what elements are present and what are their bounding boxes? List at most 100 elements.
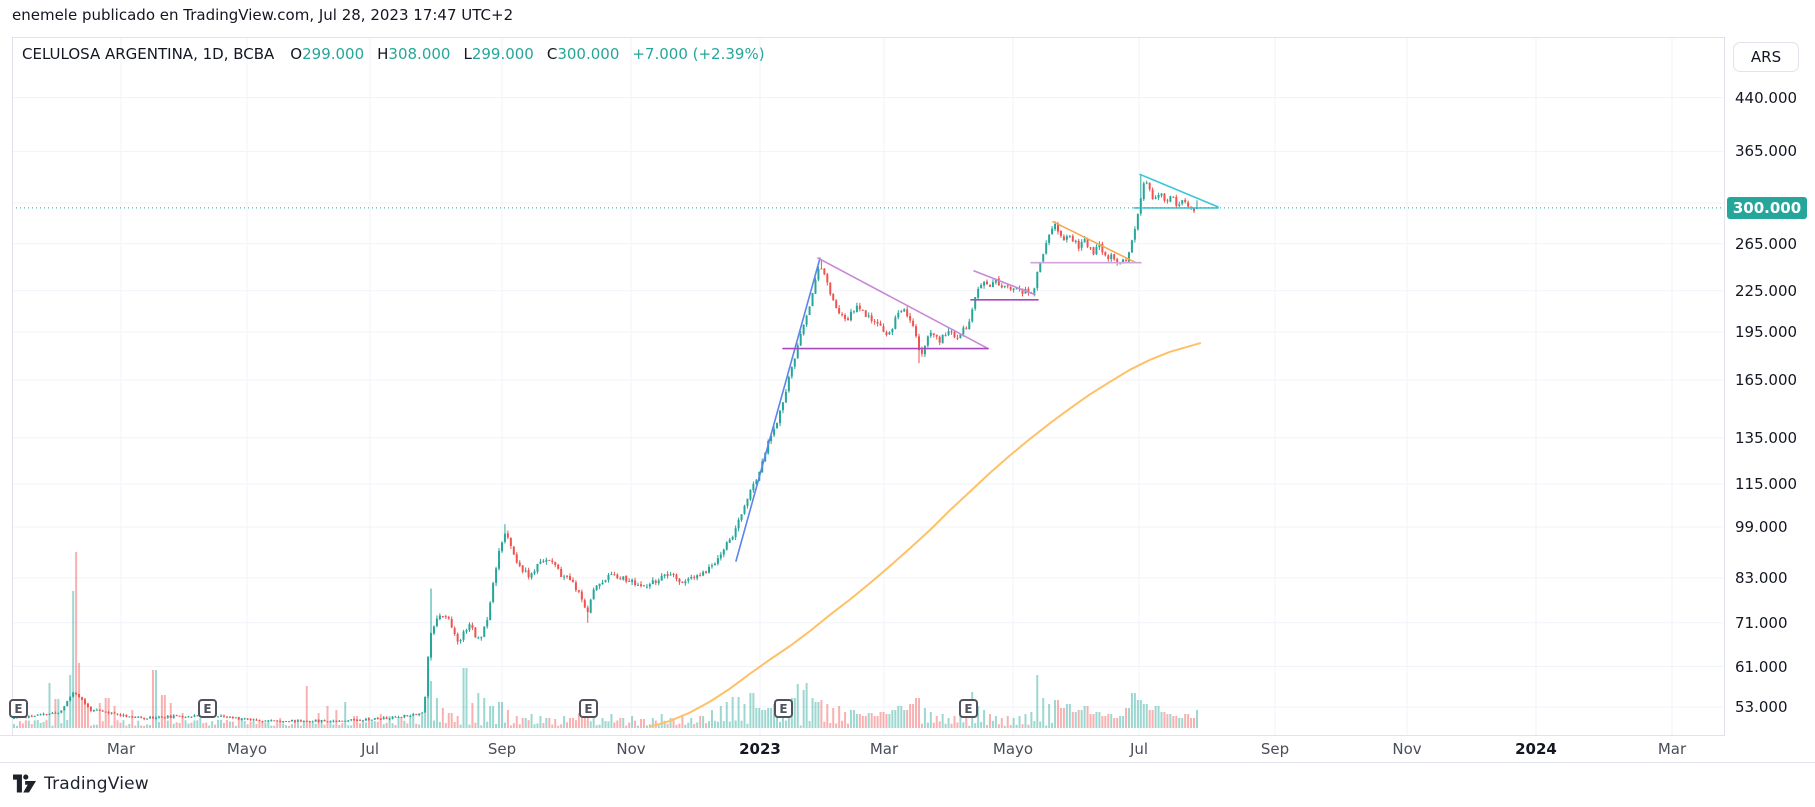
volume-bar (631, 716, 634, 728)
price-tick-label: 53.000 (1735, 698, 1788, 716)
volume-bar (894, 710, 897, 728)
volume-bar (66, 720, 69, 728)
volume-bar (817, 702, 820, 728)
candle-body (802, 324, 805, 335)
candle-body (356, 720, 359, 721)
candle-body (54, 712, 57, 714)
candle-body (134, 717, 137, 718)
candle-body (48, 713, 51, 715)
earnings-marker[interactable]: E (198, 699, 217, 718)
candle-body (249, 718, 252, 721)
candle-body (542, 561, 545, 563)
volume-bar (710, 710, 713, 728)
candle-body (551, 560, 554, 562)
earnings-marker[interactable]: E (579, 699, 598, 718)
candle-body (1113, 254, 1116, 260)
candle-body (359, 720, 362, 722)
volume-bar (462, 668, 465, 728)
candle-body (181, 716, 184, 718)
volume-bar (421, 714, 424, 728)
volume-bar (137, 720, 140, 728)
volume-bar (713, 720, 716, 728)
volume-bar (143, 725, 146, 728)
candle-body (690, 576, 693, 579)
volume-bar (915, 698, 918, 728)
candle-body (276, 720, 279, 722)
volume-bar (725, 702, 728, 728)
candle-body (728, 539, 731, 543)
volume-bar (634, 720, 637, 728)
candle-body (876, 321, 879, 324)
candle-body (684, 581, 687, 584)
volume-bar (125, 725, 128, 728)
candle-body (1169, 196, 1172, 202)
time-tick-label: Mar (869, 740, 899, 758)
tradingview-logo[interactable]: TradingView (13, 773, 149, 794)
candle-body (187, 716, 190, 718)
volume-bar (566, 722, 569, 728)
volume-bar (781, 708, 784, 728)
earnings-marker[interactable]: E (959, 699, 978, 718)
candle-body (421, 712, 424, 714)
volume-bar (637, 725, 640, 728)
candle-body (604, 580, 607, 582)
volume-bar (311, 722, 314, 728)
candle-body (39, 714, 42, 716)
candle-body (787, 376, 790, 392)
volume-bar (918, 698, 920, 728)
candle-body (740, 514, 743, 520)
candle-body (515, 554, 518, 563)
candle-body (119, 714, 122, 716)
candle-body (57, 712, 60, 714)
currency-button[interactable]: ARS (1733, 42, 1799, 72)
candle-body (867, 315, 870, 317)
volume-bar (18, 721, 21, 728)
volume-bar (829, 723, 832, 728)
volume-bar (83, 698, 86, 728)
candle-body (1127, 252, 1130, 262)
candle-body (113, 712, 116, 714)
price-tick-label: 83.000 (1735, 569, 1788, 587)
candle-body (920, 349, 923, 354)
volume-bar (113, 706, 116, 728)
candle-body (1148, 182, 1151, 190)
volume-bar (293, 721, 296, 728)
volume-bar (149, 725, 152, 728)
candle-body (1077, 240, 1080, 249)
volume-bar (24, 720, 27, 728)
candle-body (903, 309, 906, 312)
volume-bar (838, 706, 841, 728)
candle-body (1130, 240, 1133, 253)
time-tick-label: Mayo (226, 740, 268, 758)
candle-body (776, 422, 779, 429)
volume-bar (1054, 700, 1057, 728)
volume-bar (282, 724, 285, 728)
candle-body (379, 718, 382, 720)
small-triangle-resistance (973, 270, 1036, 296)
volume-bar (480, 725, 483, 728)
candle-body (282, 721, 285, 723)
tradingview-logo-text: TradingView (44, 773, 149, 794)
price-scale[interactable]: ARS 440.000365.000305.000265.000225.0001… (1724, 37, 1815, 762)
candle-body (1142, 183, 1145, 200)
earnings-marker[interactable]: E (9, 699, 28, 718)
volume-bar (1018, 716, 1021, 728)
time-axis[interactable]: Mar Mayo Jul Sep Nov 2023 Mar Mayo Jul Sep Nov 2024… (0, 736, 1815, 762)
volume-bar (72, 591, 75, 728)
candle-body (563, 576, 566, 578)
candle-body (160, 716, 163, 718)
candle-body (506, 533, 509, 538)
volume-bar (864, 716, 867, 728)
candle-body (533, 571, 536, 574)
volume-bar (468, 724, 471, 728)
volume-bar (997, 724, 1000, 728)
candle-body (409, 715, 412, 717)
earnings-marker[interactable]: E (774, 699, 793, 718)
candle-body (651, 580, 654, 585)
volume-bar (13, 724, 15, 728)
volume-bar (341, 723, 344, 728)
volume-bar (175, 722, 178, 728)
volume-bar (708, 721, 711, 728)
volume-bar (75, 552, 78, 728)
candle-body (163, 717, 166, 719)
